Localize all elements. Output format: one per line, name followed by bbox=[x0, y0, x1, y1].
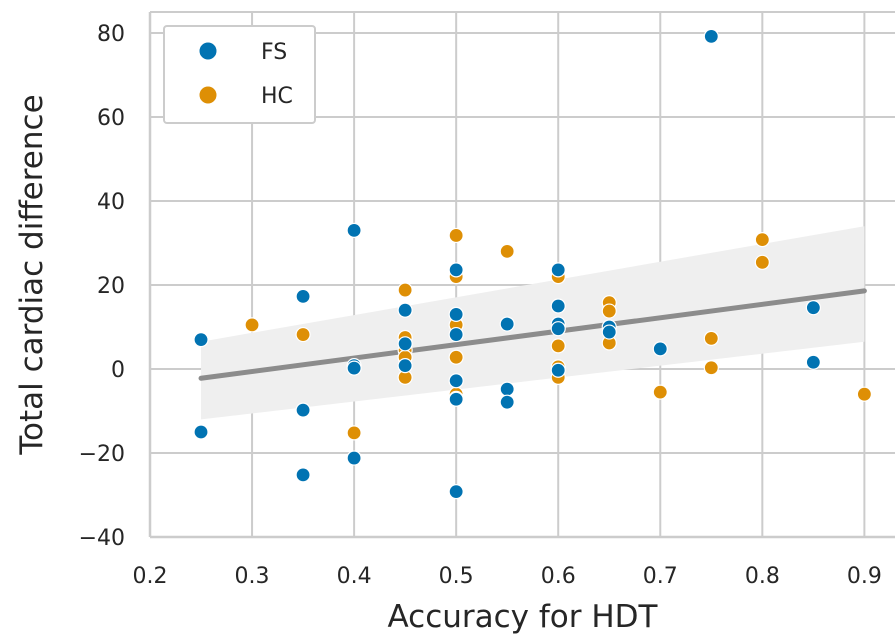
x-tick-label: 0.9 bbox=[847, 564, 882, 589]
y-axis-title: Total cardiac difference bbox=[14, 94, 50, 455]
x-axis-title: Accuracy for HDT bbox=[388, 599, 659, 635]
point-hc bbox=[754, 254, 770, 270]
y-tick-label: 60 bbox=[97, 106, 125, 131]
point-fs bbox=[397, 358, 413, 374]
point-fs bbox=[193, 332, 209, 348]
point-hc bbox=[295, 326, 311, 343]
point-fs bbox=[703, 28, 719, 44]
point-hc bbox=[448, 349, 464, 365]
data-points bbox=[193, 28, 872, 500]
x-tick-label: 0.4 bbox=[337, 564, 372, 589]
y-tick-label: 0 bbox=[111, 358, 125, 383]
point-hc bbox=[244, 317, 260, 333]
legend-label-hc: HC bbox=[261, 84, 293, 109]
y-tick-label: 20 bbox=[97, 274, 125, 299]
x-tick-label: 0.6 bbox=[541, 564, 576, 589]
y-tick-label: 40 bbox=[97, 190, 125, 215]
point-fs bbox=[499, 381, 515, 397]
point-hc bbox=[754, 232, 770, 248]
point-fs bbox=[550, 321, 566, 337]
x-tick-label: 0.7 bbox=[643, 564, 678, 589]
point-fs bbox=[550, 362, 566, 378]
point-fs bbox=[448, 373, 464, 389]
legend-label-fs: FS bbox=[261, 40, 287, 65]
regression-line bbox=[198, 288, 867, 381]
point-hc bbox=[499, 243, 515, 259]
point-fs bbox=[652, 341, 668, 357]
regression-line-group bbox=[198, 288, 867, 381]
y-tick-label: −20 bbox=[79, 442, 125, 467]
x-tick-label: 0.5 bbox=[439, 564, 474, 589]
legend-marker-fs bbox=[198, 41, 218, 61]
point-fs bbox=[397, 336, 413, 352]
point-hc bbox=[601, 303, 617, 319]
point-fs bbox=[448, 262, 464, 278]
point-fs bbox=[448, 484, 464, 500]
y-tick-label: −40 bbox=[79, 526, 125, 551]
confidence-band-area bbox=[201, 226, 865, 420]
confidence-band bbox=[201, 226, 865, 420]
axes bbox=[148, 11, 895, 539]
point-fs bbox=[397, 302, 413, 318]
point-hc bbox=[346, 425, 362, 441]
point-fs bbox=[550, 298, 566, 314]
point-hc bbox=[703, 330, 719, 346]
x-axis-ticks: 0.2 0.3 0.4 0.5 0.6 0.7 0.8 0.9 bbox=[133, 564, 882, 589]
x-tick-label: 0.2 bbox=[133, 564, 168, 589]
point-fs bbox=[805, 354, 821, 370]
y-axis-ticks: −40 −20 0 20 40 60 80 bbox=[79, 22, 125, 551]
point-fs bbox=[601, 324, 617, 340]
point-fs bbox=[346, 222, 362, 238]
point-fs bbox=[193, 424, 209, 440]
point-hc bbox=[856, 386, 872, 402]
point-fs bbox=[295, 288, 311, 304]
point-hc bbox=[703, 360, 719, 376]
point-fs bbox=[448, 326, 464, 343]
point-fs bbox=[295, 402, 311, 418]
point-fs bbox=[499, 394, 515, 410]
point-hc bbox=[550, 338, 566, 354]
point-fs bbox=[499, 316, 515, 332]
point-hc bbox=[448, 227, 464, 244]
point-fs bbox=[346, 360, 362, 376]
x-tick-label: 0.3 bbox=[235, 564, 270, 589]
point-hc bbox=[397, 282, 413, 298]
point-hc bbox=[652, 384, 668, 400]
legend: FS HC bbox=[163, 25, 316, 124]
point-fs bbox=[448, 391, 464, 407]
point-fs bbox=[448, 306, 464, 322]
y-tick-label: 80 bbox=[97, 22, 125, 47]
legend-marker-hc bbox=[198, 85, 218, 105]
point-fs bbox=[550, 262, 566, 278]
point-fs bbox=[295, 467, 311, 483]
point-fs bbox=[346, 450, 362, 466]
x-tick-label: 0.8 bbox=[745, 564, 780, 589]
point-fs bbox=[805, 300, 821, 316]
